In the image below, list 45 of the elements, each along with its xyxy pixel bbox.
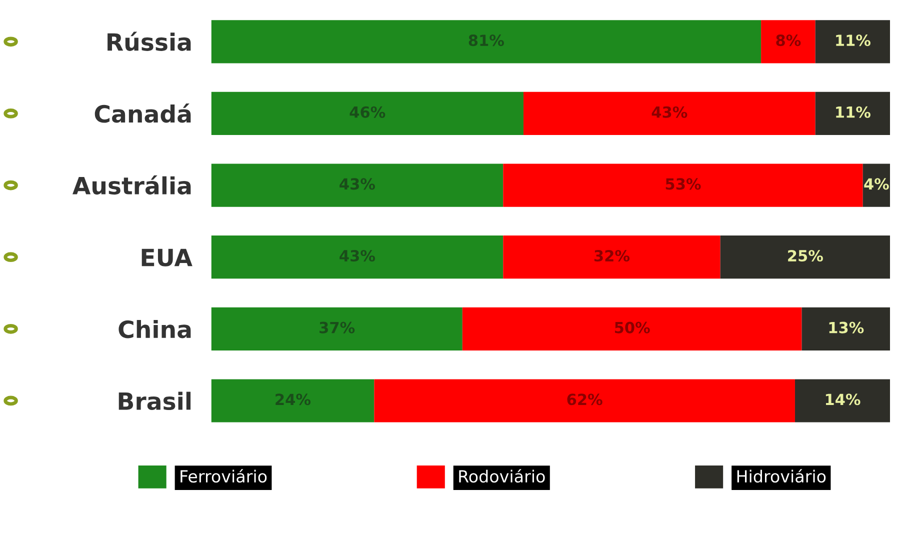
bar bbox=[523, 92, 816, 136]
data-label: 11% bbox=[836, 34, 870, 46]
legend-label: Rodoviário bbox=[459, 469, 545, 483]
data-label: 13% bbox=[829, 322, 864, 334]
bar bbox=[503, 236, 720, 279]
legend-label: Ferroviário bbox=[180, 469, 267, 483]
bar bbox=[761, 20, 816, 64]
bar bbox=[374, 379, 795, 422]
bar bbox=[211, 379, 374, 422]
bar bbox=[815, 20, 890, 64]
data-label: 81% bbox=[468, 34, 504, 46]
data-label: 46% bbox=[350, 106, 386, 118]
y-tick-label: China bbox=[118, 320, 191, 338]
data-label: 43% bbox=[340, 250, 375, 262]
bar bbox=[802, 307, 890, 350]
data-label: 4% bbox=[864, 178, 889, 190]
data-label: 11% bbox=[836, 106, 870, 118]
y-tick-label: EUA bbox=[142, 248, 192, 266]
legend-label: Hidroviário bbox=[737, 469, 826, 483]
data-label: 32% bbox=[594, 250, 630, 262]
bar bbox=[211, 164, 504, 207]
bar bbox=[211, 92, 524, 136]
bar bbox=[211, 236, 504, 279]
bar bbox=[462, 307, 802, 350]
data-label: 37% bbox=[320, 322, 355, 334]
bar bbox=[815, 92, 890, 136]
data-label: 43% bbox=[340, 178, 375, 190]
bar bbox=[794, 379, 890, 422]
data-label: 14% bbox=[826, 394, 860, 406]
bar bbox=[862, 164, 890, 207]
data-label: 25% bbox=[788, 250, 823, 262]
data-label: 24% bbox=[276, 394, 311, 406]
bar bbox=[211, 20, 762, 64]
data-label: 8% bbox=[776, 34, 801, 46]
y-tick-label: Rússia bbox=[108, 32, 191, 51]
y-tick-label: Austrália bbox=[72, 175, 191, 195]
bar bbox=[720, 236, 890, 279]
y-tick-label: Brasil bbox=[118, 392, 191, 410]
bar bbox=[503, 164, 863, 207]
data-label: 50% bbox=[614, 322, 650, 334]
data-label: 53% bbox=[666, 178, 701, 190]
data-label: 43% bbox=[652, 106, 688, 118]
data-label: 62% bbox=[567, 394, 602, 406]
y-tick-label: Canadá bbox=[94, 104, 191, 123]
bar bbox=[211, 307, 462, 350]
